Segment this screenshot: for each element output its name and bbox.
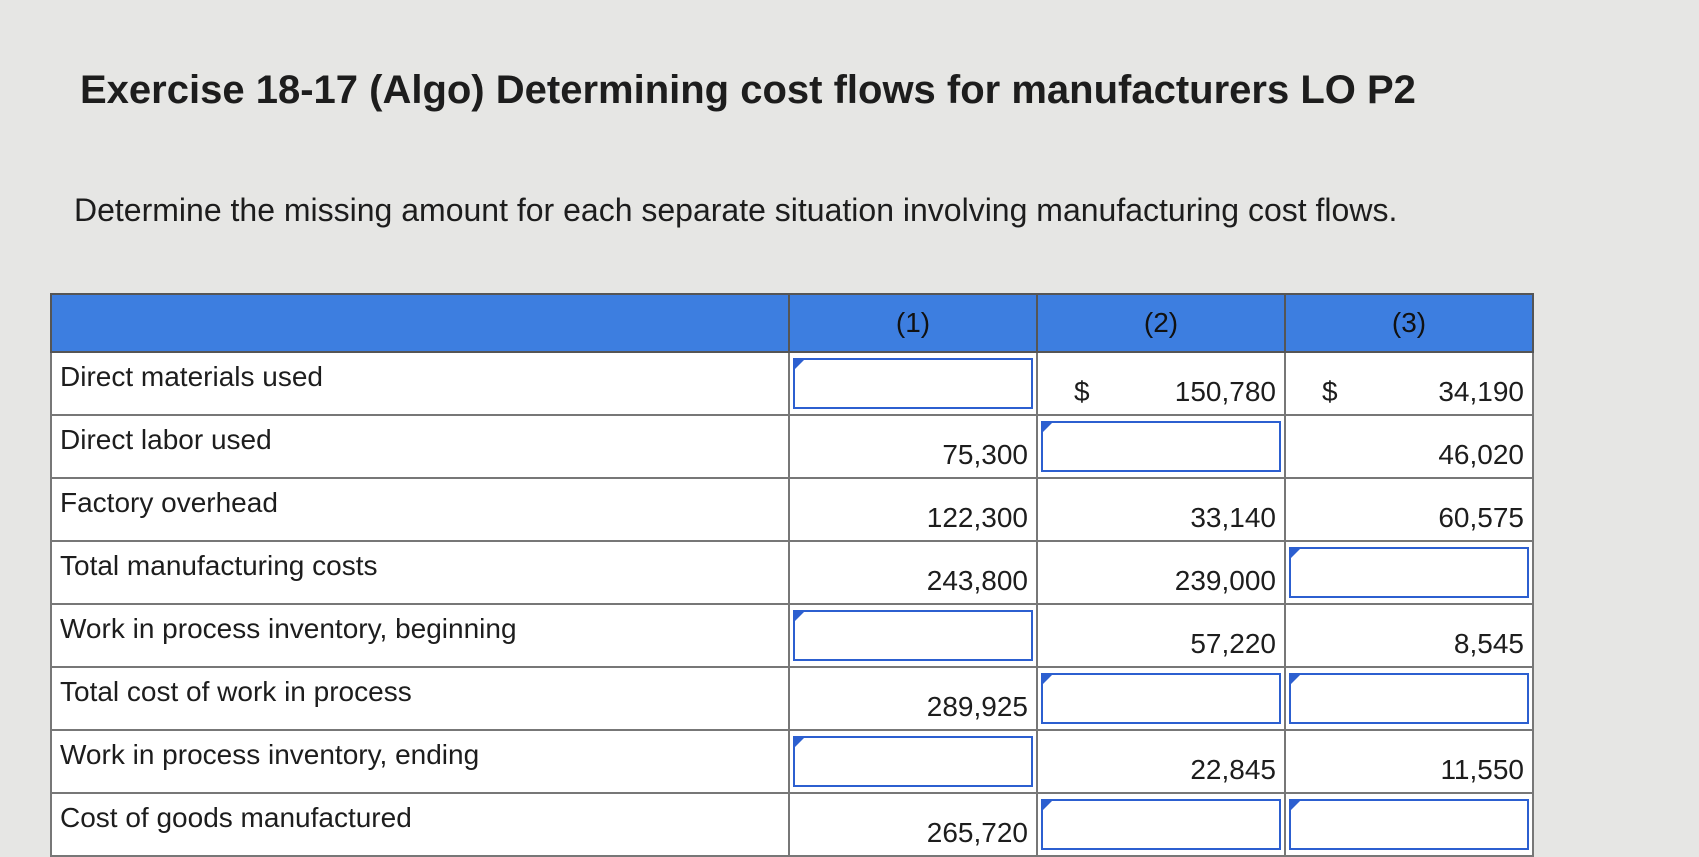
answer-input[interactable] <box>793 610 1033 661</box>
amount: 34,190 <box>1438 376 1524 407</box>
row-label: Factory overhead <box>50 477 790 542</box>
currency-symbol: $ <box>1074 376 1090 407</box>
value-cell: $150,780 <box>1036 351 1286 416</box>
amount: 243,800 <box>926 565 1028 596</box>
value-cell: 8,545 <box>1284 603 1534 668</box>
amount: 289,925 <box>926 691 1028 722</box>
value-cell: 75,300 <box>788 414 1038 479</box>
value-cell: 22,845 <box>1036 729 1286 794</box>
value-cell: 46,020 <box>1284 414 1534 479</box>
table-row: Cost of goods manufactured 265,720 <box>50 792 1534 857</box>
table-row: Work in process inventory, ending 22,845 1… <box>50 729 1534 794</box>
amount: 75,300 <box>942 439 1028 470</box>
answer-input[interactable] <box>1289 799 1529 850</box>
header-row: (1) (2) (3) <box>50 293 1534 353</box>
table-row: Direct materials used $150,780 $34,190 <box>50 351 1534 416</box>
row-label: Work in process inventory, ending <box>50 729 790 794</box>
amount: 33,140 <box>1190 502 1276 533</box>
amount: 22,845 <box>1190 754 1276 785</box>
value-cell: 33,140 <box>1036 477 1286 542</box>
amount: 150,780 <box>1174 376 1276 407</box>
row-label: Total manufacturing costs <box>50 540 790 605</box>
value-cell: 122,300 <box>788 477 1038 542</box>
column-header: (2) <box>1036 293 1286 353</box>
input-cell <box>788 729 1038 794</box>
answer-input[interactable] <box>793 736 1033 787</box>
row-label: Work in process inventory, beginning <box>50 603 790 668</box>
input-cell <box>1036 666 1286 731</box>
table-row: Total manufacturing costs 243,800 239,000 <box>50 540 1534 605</box>
column-header: (1) <box>788 293 1038 353</box>
page: Exercise 18-17 (Algo) Determining cost f… <box>50 68 1534 857</box>
amount: 8,545 <box>1453 628 1524 659</box>
amount: 239,000 <box>1174 565 1276 596</box>
instruction: Determine the missing amount for each se… <box>74 192 1398 228</box>
value-cell: 57,220 <box>1036 603 1286 668</box>
input-cell <box>1036 414 1286 479</box>
row-label: Direct labor used <box>50 414 790 479</box>
answer-input[interactable] <box>1289 673 1529 724</box>
answer-input[interactable] <box>1041 421 1281 472</box>
input-cell <box>1284 666 1534 731</box>
answer-input[interactable] <box>1289 547 1529 598</box>
value-cell: 289,925 <box>788 666 1038 731</box>
answer-input[interactable] <box>793 358 1033 409</box>
value-cell: 239,000 <box>1036 540 1286 605</box>
answer-input[interactable] <box>1041 799 1281 850</box>
input-cell <box>788 351 1038 416</box>
row-label: Cost of goods manufactured <box>50 792 790 857</box>
header-blank <box>50 293 790 353</box>
value-cell: $34,190 <box>1284 351 1534 416</box>
amount: 60,575 <box>1438 502 1524 533</box>
amount: 11,550 <box>1440 754 1524 785</box>
value-cell: 11,550 <box>1284 729 1534 794</box>
input-cell <box>1284 540 1534 605</box>
value-cell: 60,575 <box>1284 477 1534 542</box>
value-cell: 265,720 <box>788 792 1038 857</box>
exercise-title: Exercise 18-17 (Algo) Determining cost f… <box>80 68 1416 112</box>
table-row: Factory overhead 122,300 33,140 60,575 <box>50 477 1534 542</box>
amount: 265,720 <box>926 817 1028 848</box>
cost-table: (1) (2) (3) Direct materials used $150,780 $3… <box>50 293 1534 857</box>
row-label: Total cost of work in process <box>50 666 790 731</box>
amount: 122,300 <box>926 502 1028 533</box>
table-row: Work in process inventory, beginning 57,2… <box>50 603 1534 668</box>
amount: 46,020 <box>1438 439 1524 470</box>
input-cell <box>1036 792 1286 857</box>
row-label: Direct materials used <box>50 351 790 416</box>
input-cell <box>788 603 1038 668</box>
table-row: Direct labor used 75,300 46,020 <box>50 414 1534 479</box>
currency-symbol: $ <box>1322 376 1338 407</box>
value-cell: 243,800 <box>788 540 1038 605</box>
answer-input[interactable] <box>1041 673 1281 724</box>
table-row: Total cost of work in process 289,925 <box>50 666 1534 731</box>
amount: 57,220 <box>1190 628 1276 659</box>
column-header: (3) <box>1284 293 1534 353</box>
input-cell <box>1284 792 1534 857</box>
